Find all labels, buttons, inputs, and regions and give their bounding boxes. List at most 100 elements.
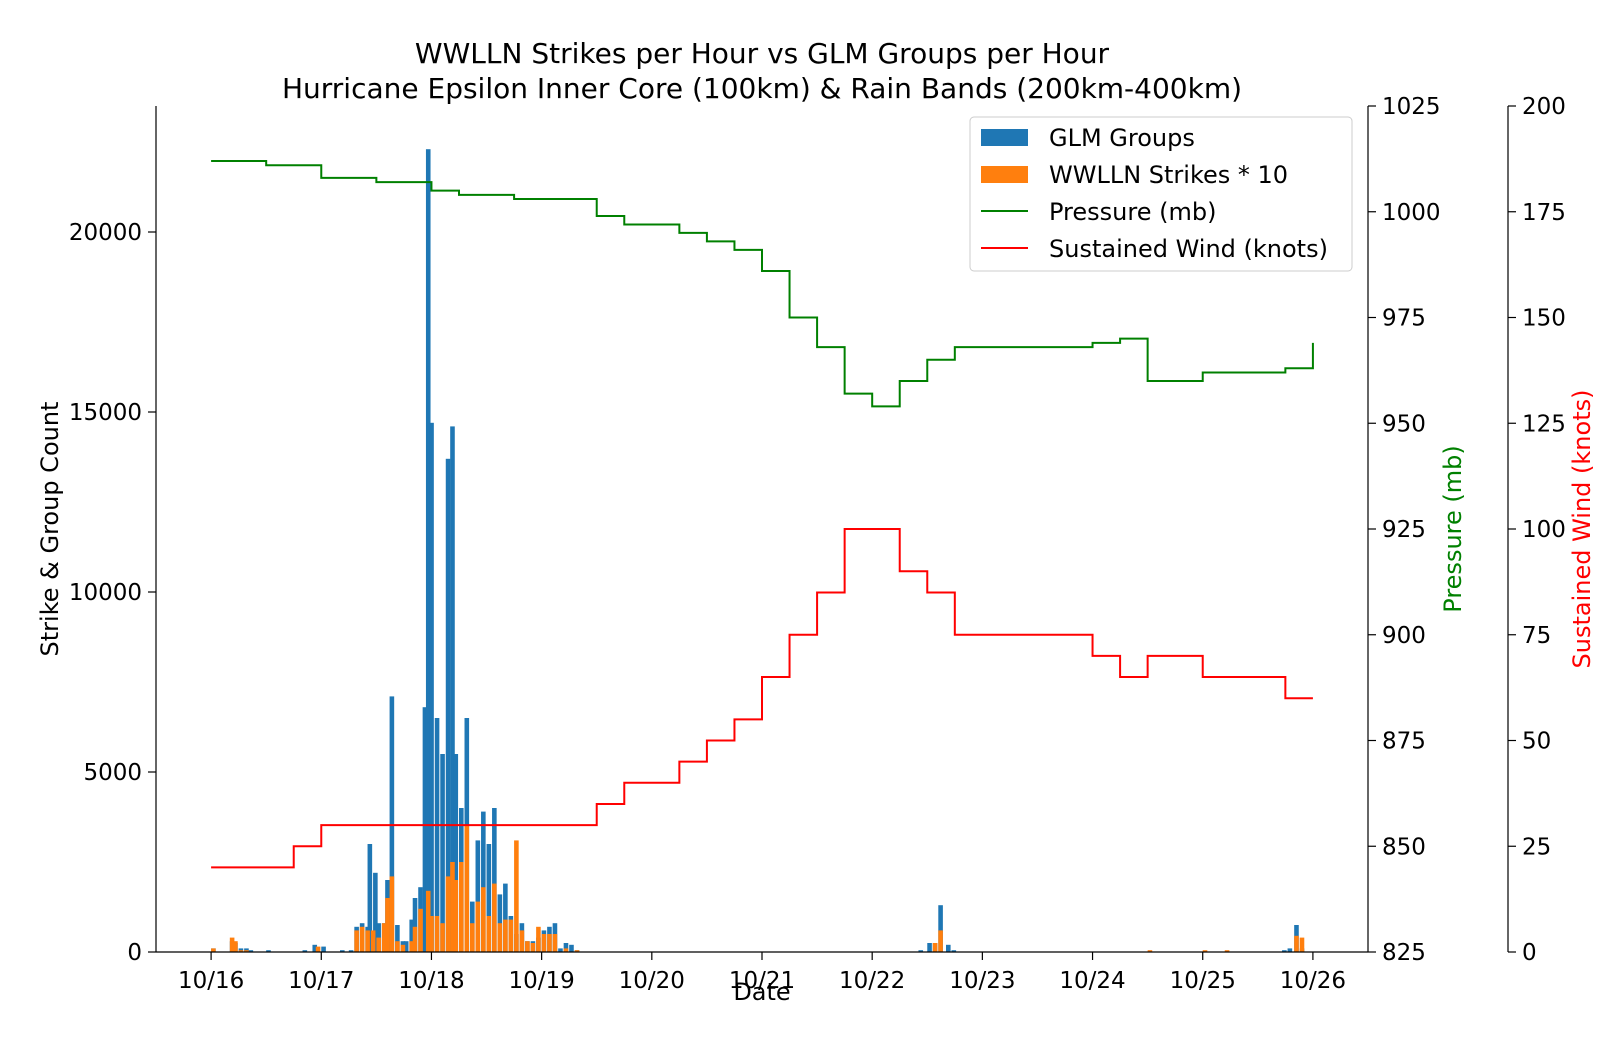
x-tick-label-8: 10/24 — [1059, 968, 1125, 994]
wwlln-bar-45 — [574, 950, 580, 952]
y-left-tick-label-0: 0 — [127, 940, 142, 966]
wwlln-bar-29 — [475, 901, 481, 952]
wwlln-bar-52 — [1299, 937, 1305, 952]
x-tick-label-2: 10/18 — [398, 968, 464, 994]
x-tick-label-7: 10/23 — [949, 968, 1015, 994]
wwlln-bar-2 — [233, 941, 238, 952]
wind-tick-label-4: 100 — [1522, 517, 1566, 543]
pressure-axis-ticks: 825 850 875 900 925 950 975 1000 1025 — [1368, 94, 1441, 966]
wwlln-bar-38 — [525, 941, 530, 952]
wwlln-bar-37 — [519, 930, 525, 952]
glm-bar-9 — [321, 946, 326, 952]
wwlln-bar-22 — [440, 923, 445, 952]
wwlln-bar-42 — [547, 934, 552, 952]
wwlln-bar-50 — [1224, 950, 1230, 952]
wwlln-bar-51 — [1294, 935, 1299, 952]
glm-bar-57 — [918, 950, 924, 952]
wwlln-bar-46 — [932, 943, 938, 952]
pressure-tick-label-6: 975 — [1382, 306, 1426, 332]
chart-title-line1: WWLLN Strikes per Hour vs GLM Groups per… — [415, 37, 1110, 70]
x-tick-label-4: 10/20 — [619, 968, 685, 994]
glm-bar-6 — [266, 950, 271, 952]
wwlln-bar-3 — [238, 950, 244, 952]
wwlln-bar-4 — [244, 950, 249, 952]
glm-bar-53 — [558, 948, 563, 952]
chart-title-line2: Hurricane Epsilon Inner Core (100km) & R… — [282, 72, 1242, 105]
pressure-series-line — [211, 159, 1314, 408]
pressure-tick-label-5: 950 — [1382, 411, 1426, 437]
wwlln-bar-23 — [445, 876, 451, 952]
glm-bar-63 — [1282, 950, 1287, 952]
glm-bar-10 — [340, 950, 345, 952]
wwlln-bar-35 — [508, 919, 514, 952]
wind-tick-label-8: 200 — [1522, 94, 1566, 120]
wwlln-bar-31 — [486, 916, 492, 952]
wwlln-bar-0 — [211, 948, 216, 952]
pressure-tick-label-2: 875 — [1382, 729, 1426, 755]
glm-bar-8 — [312, 944, 318, 952]
legend-swatch-glm — [981, 129, 1028, 146]
legend-frame — [969, 116, 1353, 272]
glm-bar-61 — [946, 944, 951, 952]
wind-tick-label-1: 25 — [1522, 834, 1551, 860]
legend-label-pressure: Pressure (mb) — [1049, 198, 1216, 226]
glm-bar-5 — [248, 950, 254, 952]
wwlln-bar-14 — [395, 941, 400, 952]
glm-bar-64 — [1287, 948, 1293, 952]
glm-bar-32 — [445, 458, 451, 952]
wind-tick-label-0: 0 — [1522, 940, 1537, 966]
wwlln-bar-32 — [492, 883, 497, 952]
wwlln-bar-20 — [429, 916, 434, 952]
wind-tick-label-3: 75 — [1522, 623, 1551, 649]
wwlln-bar-6 — [354, 930, 359, 952]
glm-bar-28 — [425, 149, 431, 952]
wwlln-bar-25 — [453, 880, 459, 952]
glm-bar-33 — [450, 426, 455, 952]
wwlln-bar-7 — [359, 926, 365, 952]
glm-bar-43 — [503, 883, 508, 952]
wind-tick-label-7: 175 — [1522, 200, 1566, 226]
x-tick-label-1: 10/17 — [288, 968, 354, 994]
wwlln-bar-43 — [552, 934, 558, 952]
glm-bar-31 — [440, 754, 445, 952]
glm-bar-11 — [348, 950, 354, 952]
y-left-tick-label-2: 10000 — [69, 580, 142, 606]
x-axis-label: Date — [733, 978, 790, 1006]
wind-series-line — [211, 528, 1313, 869]
wwlln-bar-17 — [412, 926, 418, 952]
pressure-tick-label-0: 825 — [1382, 940, 1426, 966]
wwlln-bar-13 — [389, 876, 395, 952]
legend: GLM Groups WWLLN Strikes * 10 Pressure (… — [969, 116, 1353, 272]
glm-bar-55 — [569, 944, 574, 952]
wwlln-bar-12 — [385, 898, 390, 952]
wwlln-bar-24 — [450, 862, 455, 952]
glm-bar-38 — [475, 840, 481, 952]
glm-bar-34 — [453, 754, 459, 952]
x-axis-ticks: 10/16 10/17 10/18 10/19 10/20 10/21 10/22 10/23… — [178, 952, 1346, 994]
wwlln-bar-15 — [400, 944, 406, 952]
x-tick-label-3: 10/19 — [508, 968, 574, 994]
wwlln-bar-39 — [530, 943, 536, 952]
glm-bar-40 — [486, 844, 492, 952]
legend-label-wind: Sustained Wind (knots) — [1049, 235, 1328, 263]
pressure-tick-label-1: 850 — [1382, 834, 1426, 860]
wwlln-bar-8 — [365, 930, 370, 952]
x-tick-label-0: 10/16 — [178, 968, 244, 994]
wwlln-bar-28 — [470, 923, 475, 952]
wwlln-bar-18 — [418, 908, 423, 952]
wind-axis-ticks: 0 25 50 75 100 125 150 175 200 — [1508, 94, 1566, 966]
x-tick-label-6: 10/22 — [839, 968, 905, 994]
wind-tick-label-5: 125 — [1522, 411, 1566, 437]
wwlln-bar-16 — [409, 941, 415, 952]
pressure-tick-label-8: 1025 — [1382, 94, 1441, 120]
wwlln-bar-40 — [536, 926, 541, 952]
legend-swatch-wwlln — [981, 166, 1028, 183]
glm-bar-15 — [367, 844, 373, 952]
pressure-tick-label-7: 1000 — [1382, 200, 1441, 226]
pressure-tick-label-3: 900 — [1382, 623, 1426, 649]
wind-tick-label-2: 50 — [1522, 729, 1551, 755]
x-tick-label-5: 10/21 — [729, 968, 795, 994]
glm-bar-25 — [412, 898, 418, 952]
x-tick-label-9: 10/25 — [1170, 968, 1236, 994]
legend-label-wwlln: WWLLN Strikes * 10 — [1049, 161, 1288, 189]
